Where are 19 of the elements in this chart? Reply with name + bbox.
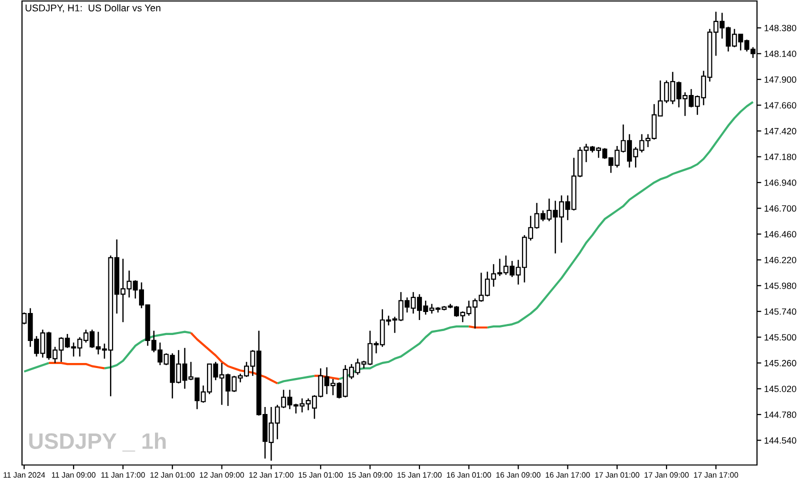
y-tick-label: 145.740 bbox=[764, 308, 796, 315]
y-tick-label: 145.980 bbox=[764, 282, 796, 289]
y-tick-label: 146.940 bbox=[764, 179, 796, 186]
y-tick-label: 147.660 bbox=[764, 102, 796, 109]
y-tick-label: 144.540 bbox=[764, 437, 796, 444]
chart-title: USDJPY, H1: US Dollar vs Yen bbox=[26, 4, 160, 13]
y-tick-label: 144.780 bbox=[764, 411, 796, 418]
y-tick-label: 146.700 bbox=[764, 205, 796, 212]
y-tick-label: 147.420 bbox=[764, 128, 796, 134]
y-tick-label: 146.460 bbox=[764, 231, 796, 238]
annotation: USDJPY _ 1h bbox=[29, 432, 166, 452]
y-tick-label: 145.260 bbox=[764, 360, 796, 366]
y-tick-label: 146.220 bbox=[764, 256, 796, 264]
y-tick-label: 145.020 bbox=[764, 386, 796, 392]
y-tick-label: 145.500 bbox=[764, 334, 796, 341]
y-tick-label: 147.900 bbox=[764, 76, 796, 83]
y-tick-label: 147.180 bbox=[764, 154, 796, 160]
y-tick-label: 148.380 bbox=[764, 24, 796, 32]
y-tick-label: 148.140 bbox=[764, 50, 796, 57]
